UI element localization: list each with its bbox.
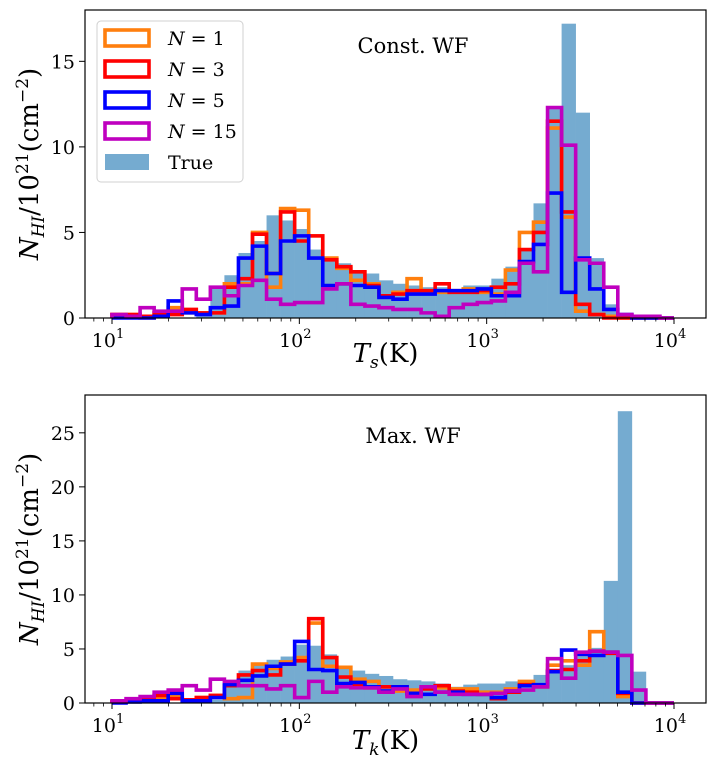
legend-label: N = 3: [167, 59, 225, 81]
true-bar: [280, 220, 295, 318]
y-tick-label: 20: [51, 477, 75, 499]
true-histogram-bars: [196, 23, 633, 319]
legend-swatch: [103, 121, 151, 141]
true-bar: [603, 580, 619, 703]
true-bar: [449, 290, 464, 318]
true-bar: [280, 656, 295, 703]
legend-swatch: [103, 90, 151, 110]
x-tick-label: 104: [654, 712, 686, 737]
x-tick-label: 104: [654, 327, 686, 352]
true-bar: [322, 654, 338, 703]
legend-label: N = 1: [167, 28, 225, 50]
true-bar: [547, 670, 562, 703]
step-line-n-5: [112, 191, 674, 320]
y-tick-label: 10: [51, 585, 75, 607]
true-bar: [491, 278, 506, 318]
true-bar: [294, 229, 309, 318]
true-bar: [364, 273, 380, 318]
x-tick-exponent: 4: [678, 712, 686, 727]
step-line-n-15: [110, 649, 674, 705]
true-bar: [294, 644, 309, 703]
x-tick-label: 101: [92, 712, 124, 737]
x-tick-exponent: 4: [678, 327, 686, 342]
legend-swatch: [103, 28, 151, 48]
true-bar: [196, 316, 211, 318]
x-tick-exponent: 1: [116, 327, 124, 342]
y-ticks: 0 5 10 15 20 25: [51, 423, 85, 715]
x-tick-exponent: 1: [116, 712, 124, 727]
true-bar: [210, 287, 225, 318]
axes-frame: [84, 394, 707, 704]
true-bar: [210, 699, 225, 703]
true-bar: [575, 112, 590, 319]
y-tick-label: 0: [63, 308, 75, 330]
true-bar: [336, 263, 352, 318]
x-axis-label: Tk(K): [352, 726, 419, 760]
y-tick-label: 15: [51, 51, 75, 73]
panel-annotation: Const. WF: [358, 34, 469, 58]
true-bar: [617, 411, 633, 703]
true-bar: [561, 23, 576, 318]
y-tick-label: 15: [51, 531, 75, 553]
x-tick-label: 101: [92, 327, 124, 352]
panel-max-wf: 101 102 103 104 0 5 10 15 20 25 Max. WF Tk(K) NH…: [13, 394, 707, 760]
x-tick-label: 102: [279, 327, 311, 352]
x-tick-exponent: 2: [303, 327, 311, 342]
x-tick-exponent: 2: [303, 712, 311, 727]
legend-swatch: [103, 59, 151, 79]
true-bar: [350, 270, 366, 318]
y-tick-label: 10: [51, 137, 75, 159]
step-line-n-15: [110, 105, 674, 320]
true-bar: [266, 215, 281, 318]
step-histograms: [110, 105, 674, 320]
legend-swatch-true: [105, 154, 149, 170]
panel-const-wf: 101 102 103 104 0 5 10 15 Const. WF N = 1 N = 3…: [13, 9, 707, 373]
true-bar: [561, 665, 576, 703]
true-bar: [519, 249, 534, 318]
true-bar: [252, 663, 267, 703]
true-bar: [631, 671, 647, 703]
axes-frame: [84, 9, 707, 319]
x-tick-label: 103: [466, 327, 498, 352]
legend-label: N = 5: [167, 90, 225, 112]
true-bar: [266, 659, 281, 703]
true-bar: [547, 109, 562, 318]
true-bar: [435, 287, 450, 318]
panel-annotation: Max. WF: [365, 424, 460, 448]
true-bar: [224, 686, 239, 703]
legend: N = 1 N = 3 N = 5 N = 15 True: [96, 20, 244, 183]
true-bar: [589, 647, 605, 703]
x-axis-label: Ts(K): [353, 339, 419, 373]
x-tick-label: 103: [466, 712, 498, 737]
legend-label: True: [168, 152, 213, 174]
y-tick-label: 25: [51, 423, 75, 445]
true-bar: [308, 645, 324, 703]
y-tick-label: 5: [63, 639, 75, 661]
y-axis-label: NHI/1021(cm−2): [13, 68, 49, 261]
x-tick-exponent: 3: [491, 327, 499, 342]
y-ticks: 0 5 10 15: [51, 51, 85, 330]
true-bar: [533, 674, 548, 703]
step-histograms: [110, 616, 674, 705]
legend-label: N = 15: [167, 121, 237, 143]
x-tick-label: 102: [279, 712, 311, 737]
true-bar: [421, 681, 436, 703]
y-tick-label: 0: [63, 693, 75, 715]
y-axis-label: NHI/1021(cm−2): [13, 453, 49, 646]
x-tick-exponent: 3: [491, 712, 499, 727]
y-tick-label: 5: [63, 222, 75, 244]
